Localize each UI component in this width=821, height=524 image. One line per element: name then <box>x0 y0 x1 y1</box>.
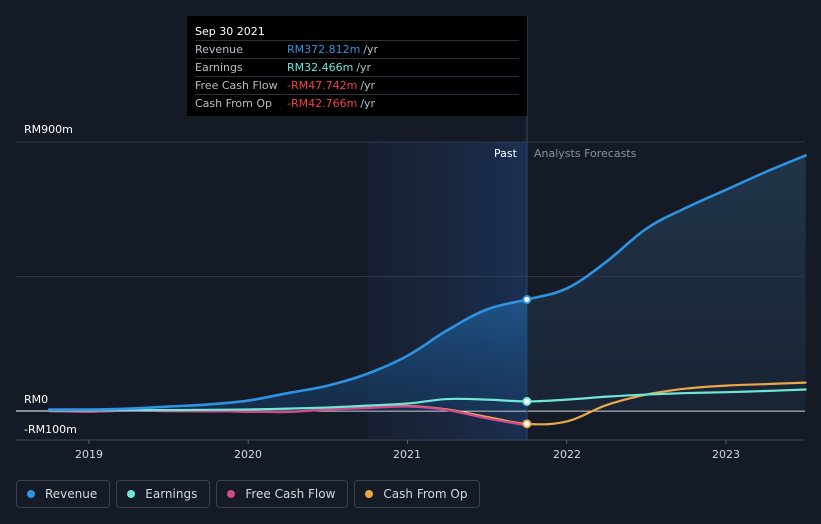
tooltip-label: Free Cash Flow <box>195 79 278 92</box>
tooltip-label: Cash From Op <box>195 97 273 110</box>
legend-item-revenue[interactable]: Revenue <box>16 480 111 508</box>
legend-dot-icon <box>27 490 35 498</box>
tooltip-row-cash-from-op: Cash From Op -RM42.766m /yr <box>195 94 519 112</box>
x-tick-label-2019: 2019 <box>75 448 103 461</box>
past-label: Past <box>494 147 517 160</box>
legend-label: Revenue <box>45 487 98 501</box>
tooltip-unit: /yr <box>363 43 379 56</box>
legend-item-cash-from-op[interactable]: Cash From Op <box>354 480 481 508</box>
tooltip-date: Sep 30 2021 <box>195 25 265 38</box>
revenue-area-past <box>49 299 527 411</box>
x-tick-label-2020: 2020 <box>234 448 262 461</box>
y-tick-label-900: RM900m <box>24 123 73 136</box>
y-tick-label-neg100: -RM100m <box>24 423 77 436</box>
x-tick-label-2021: 2021 <box>393 448 421 461</box>
tooltip-value: -RM47.742m <box>287 79 358 92</box>
legend: Revenue Earnings Free Cash Flow Cash Fro… <box>16 480 481 508</box>
x-tick-label-2023: 2023 <box>712 448 740 461</box>
tooltip: Sep 30 2021 Revenue RM372.812m /yr Earni… <box>187 16 527 116</box>
tooltip-label: Revenue <box>195 43 243 56</box>
revenue-area-forecast <box>526 155 806 411</box>
tooltip-value: RM32.466m <box>287 61 354 74</box>
tooltip-label: Earnings <box>195 61 243 74</box>
tooltip-row-revenue: Revenue RM372.812m /yr <box>195 40 519 58</box>
marker-cash-from-op <box>522 419 532 429</box>
legend-dot-icon <box>365 490 374 498</box>
tooltip-value: -RM42.766m <box>287 97 358 110</box>
legend-label: Cash From Op <box>383 487 468 501</box>
series-line-earnings <box>48 388 807 412</box>
tooltip-row-earnings: Earnings RM32.466m /yr <box>195 58 519 76</box>
marker-revenue <box>522 295 532 305</box>
tooltip-unit: /yr <box>360 97 376 110</box>
x-tick-label-2022: 2022 <box>553 448 581 461</box>
legend-label: Free Cash Flow <box>245 487 336 501</box>
tooltip-unit: /yr <box>356 61 372 74</box>
marker-earnings <box>522 396 532 406</box>
y-tick-label-0: RM0 <box>24 393 49 406</box>
tooltip-row-free-cash-flow: Free Cash Flow -RM47.742m /yr <box>195 76 519 94</box>
tooltip-unit: /yr <box>360 79 376 92</box>
tooltip-value: RM372.812m <box>287 43 361 56</box>
legend-dot-icon <box>227 490 236 498</box>
forecast-label: Analysts Forecasts <box>534 147 637 160</box>
legend-item-free-cash-flow[interactable]: Free Cash Flow <box>216 480 349 508</box>
series-line-revenue <box>47 154 807 411</box>
legend-item-earnings[interactable]: Earnings <box>116 480 211 508</box>
legend-label: Earnings <box>145 487 198 501</box>
legend-dot-icon <box>127 490 136 498</box>
